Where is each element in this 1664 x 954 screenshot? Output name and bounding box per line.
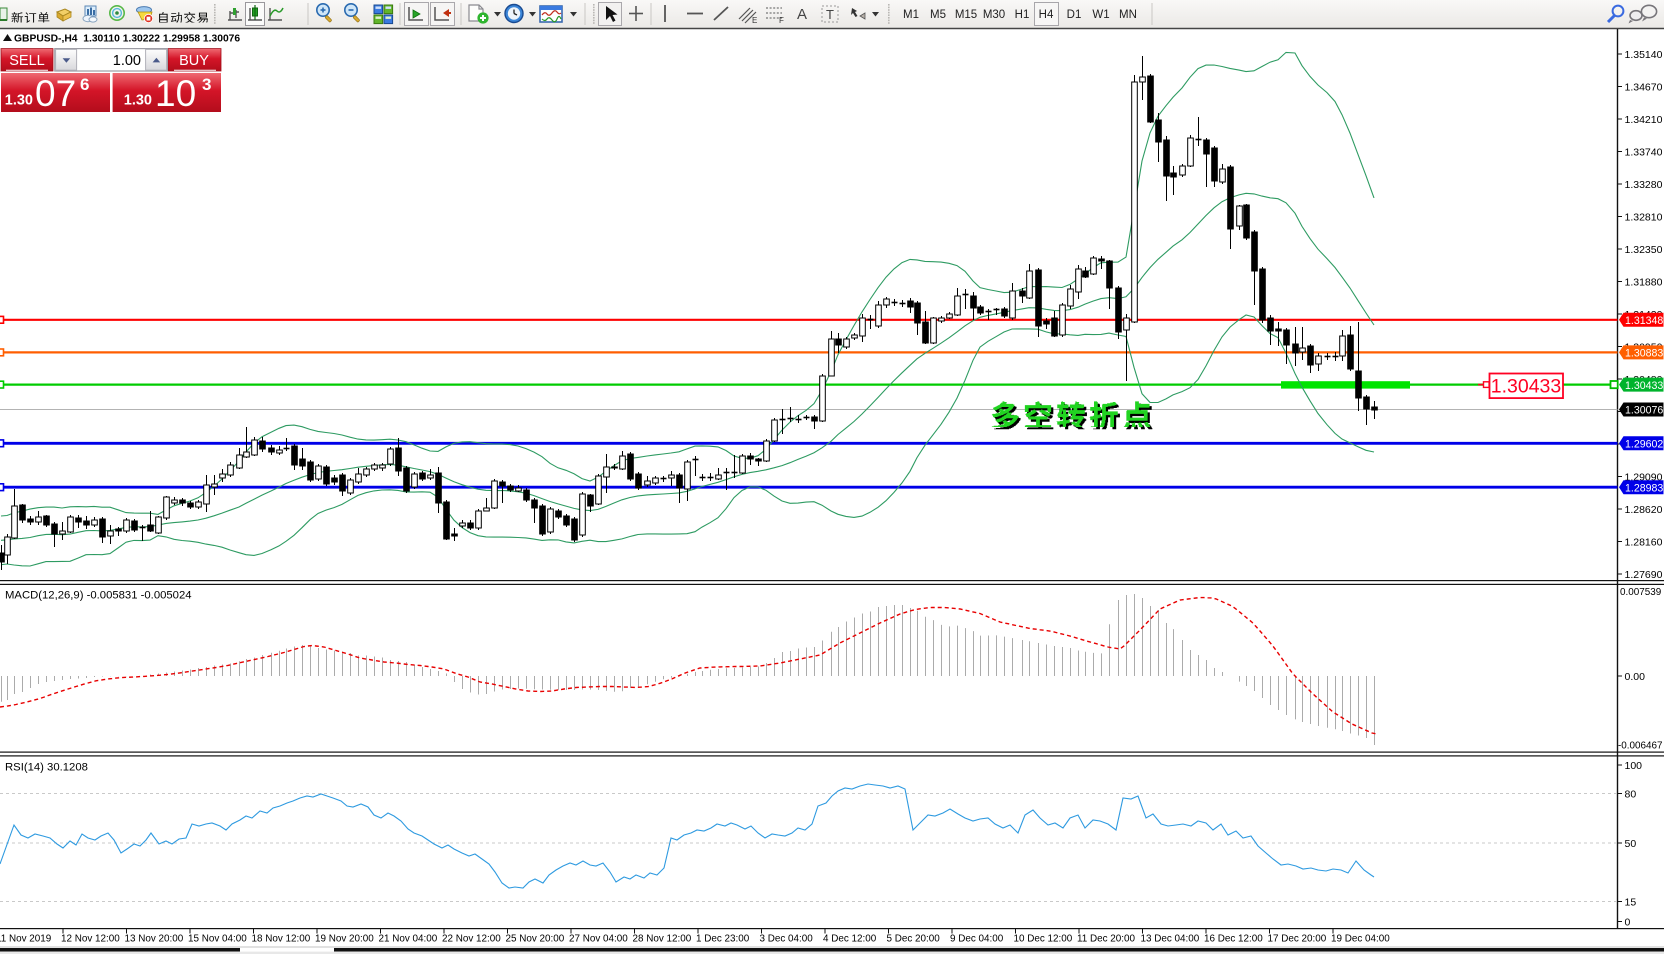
svg-text:3 Dec 04:00: 3 Dec 04:00 xyxy=(760,934,814,945)
svg-text:19 Dec 04:00: 19 Dec 04:00 xyxy=(1331,934,1390,945)
svg-text:28 Nov 12:00: 28 Nov 12:00 xyxy=(633,934,692,945)
svg-text:1.30433: 1.30433 xyxy=(1491,375,1562,397)
svg-text:10: 10 xyxy=(155,73,196,114)
svg-text:100: 100 xyxy=(1625,760,1643,772)
svg-text:25 Nov 20:00: 25 Nov 20:00 xyxy=(506,934,565,945)
svg-text:18 Nov 12:00: 18 Nov 12:00 xyxy=(252,934,311,945)
svg-text:1.27690: 1.27690 xyxy=(1625,569,1663,581)
svg-text:10 Dec 12:00: 10 Dec 12:00 xyxy=(1014,934,1073,945)
svg-text:1.30883: 1.30883 xyxy=(1625,348,1663,360)
svg-text:H1: H1 xyxy=(1015,9,1030,21)
svg-text:3: 3 xyxy=(202,75,211,94)
svg-text:0: 0 xyxy=(1625,917,1631,929)
svg-text:13 Nov 20:00: 13 Nov 20:00 xyxy=(125,934,184,945)
svg-text:1.29602: 1.29602 xyxy=(1625,439,1663,451)
svg-text:1.30: 1.30 xyxy=(5,93,33,109)
svg-text:27 Nov 04:00: 27 Nov 04:00 xyxy=(569,934,628,945)
svg-text:M30: M30 xyxy=(983,9,1005,21)
svg-text:12 Nov 12:00: 12 Nov 12:00 xyxy=(61,934,120,945)
svg-text:W1: W1 xyxy=(1092,9,1109,21)
svg-text:T: T xyxy=(826,7,834,22)
svg-text:16 Dec 12:00: 16 Dec 12:00 xyxy=(1204,934,1263,945)
svg-text:11 Dec 20:00: 11 Dec 20:00 xyxy=(1077,934,1136,945)
svg-text:1.31880: 1.31880 xyxy=(1625,277,1663,289)
svg-text:1.32810: 1.32810 xyxy=(1625,212,1663,224)
svg-text:1.00: 1.00 xyxy=(113,53,141,69)
svg-text:21 Nov 04:00: 21 Nov 04:00 xyxy=(379,934,438,945)
svg-text:4 Dec 12:00: 4 Dec 12:00 xyxy=(823,934,877,945)
svg-text:1.33280: 1.33280 xyxy=(1625,179,1663,191)
svg-text:M5: M5 xyxy=(930,9,946,21)
svg-text:0.007539: 0.007539 xyxy=(1620,587,1662,598)
svg-text:1.30433: 1.30433 xyxy=(1625,380,1663,392)
svg-text:MACD(12,26,9) -0.005831 -0.005: MACD(12,26,9) -0.005831 -0.005024 xyxy=(5,590,192,602)
svg-text:22 Nov 12:00: 22 Nov 12:00 xyxy=(442,934,501,945)
svg-text:BUY: BUY xyxy=(179,53,209,69)
svg-text:0.00: 0.00 xyxy=(1625,671,1646,683)
svg-text:M15: M15 xyxy=(955,9,977,21)
svg-text:50: 50 xyxy=(1625,838,1637,850)
svg-text:17 Dec 20:00: 17 Dec 20:00 xyxy=(1268,934,1327,945)
svg-text:15 Nov 04:00: 15 Nov 04:00 xyxy=(188,934,247,945)
svg-text:H4: H4 xyxy=(1039,9,1054,21)
svg-text:1.31348: 1.31348 xyxy=(1625,315,1663,327)
svg-text:1.33740: 1.33740 xyxy=(1625,147,1663,159)
svg-text:6: 6 xyxy=(80,75,89,94)
svg-text:F: F xyxy=(779,16,784,25)
svg-text:15: 15 xyxy=(1625,897,1637,909)
svg-text:A: A xyxy=(797,6,807,23)
svg-text:19 Nov 20:00: 19 Nov 20:00 xyxy=(315,934,374,945)
svg-text:1.28160: 1.28160 xyxy=(1625,537,1663,549)
svg-text:13 Dec 04:00: 13 Dec 04:00 xyxy=(1141,934,1200,945)
svg-text:GBPUSD-,H4 1.30110 1.30222 1.: GBPUSD-,H4 1.30110 1.30222 1.29958 1.300… xyxy=(14,34,240,45)
svg-text:1.34210: 1.34210 xyxy=(1625,114,1663,126)
svg-text:1 Dec 23:00: 1 Dec 23:00 xyxy=(696,934,750,945)
svg-text:M1: M1 xyxy=(903,9,919,21)
svg-text:1.30076: 1.30076 xyxy=(1625,405,1663,417)
svg-text:1.32350: 1.32350 xyxy=(1625,244,1663,256)
svg-text:E: E xyxy=(752,16,757,25)
svg-text:07: 07 xyxy=(35,73,76,114)
svg-text:MN: MN xyxy=(1119,9,1137,21)
svg-text:9 Dec 04:00: 9 Dec 04:00 xyxy=(950,934,1004,945)
svg-text:D1: D1 xyxy=(1067,9,1082,21)
svg-text:11 Nov 2019: 11 Nov 2019 xyxy=(0,934,52,945)
svg-text:1.30: 1.30 xyxy=(124,93,152,109)
svg-text:RSI(14) 30.1208: RSI(14) 30.1208 xyxy=(5,762,88,774)
svg-text:SELL: SELL xyxy=(9,53,44,69)
svg-text:-0.006467: -0.006467 xyxy=(1618,741,1662,752)
svg-text:5 Dec 20:00: 5 Dec 20:00 xyxy=(887,934,941,945)
svg-text:80: 80 xyxy=(1625,789,1637,801)
svg-text:1.35140: 1.35140 xyxy=(1625,49,1663,61)
svg-text:1.34670: 1.34670 xyxy=(1625,82,1663,94)
svg-text:1.28983: 1.28983 xyxy=(1625,482,1663,494)
svg-text:1.28620: 1.28620 xyxy=(1625,504,1663,516)
